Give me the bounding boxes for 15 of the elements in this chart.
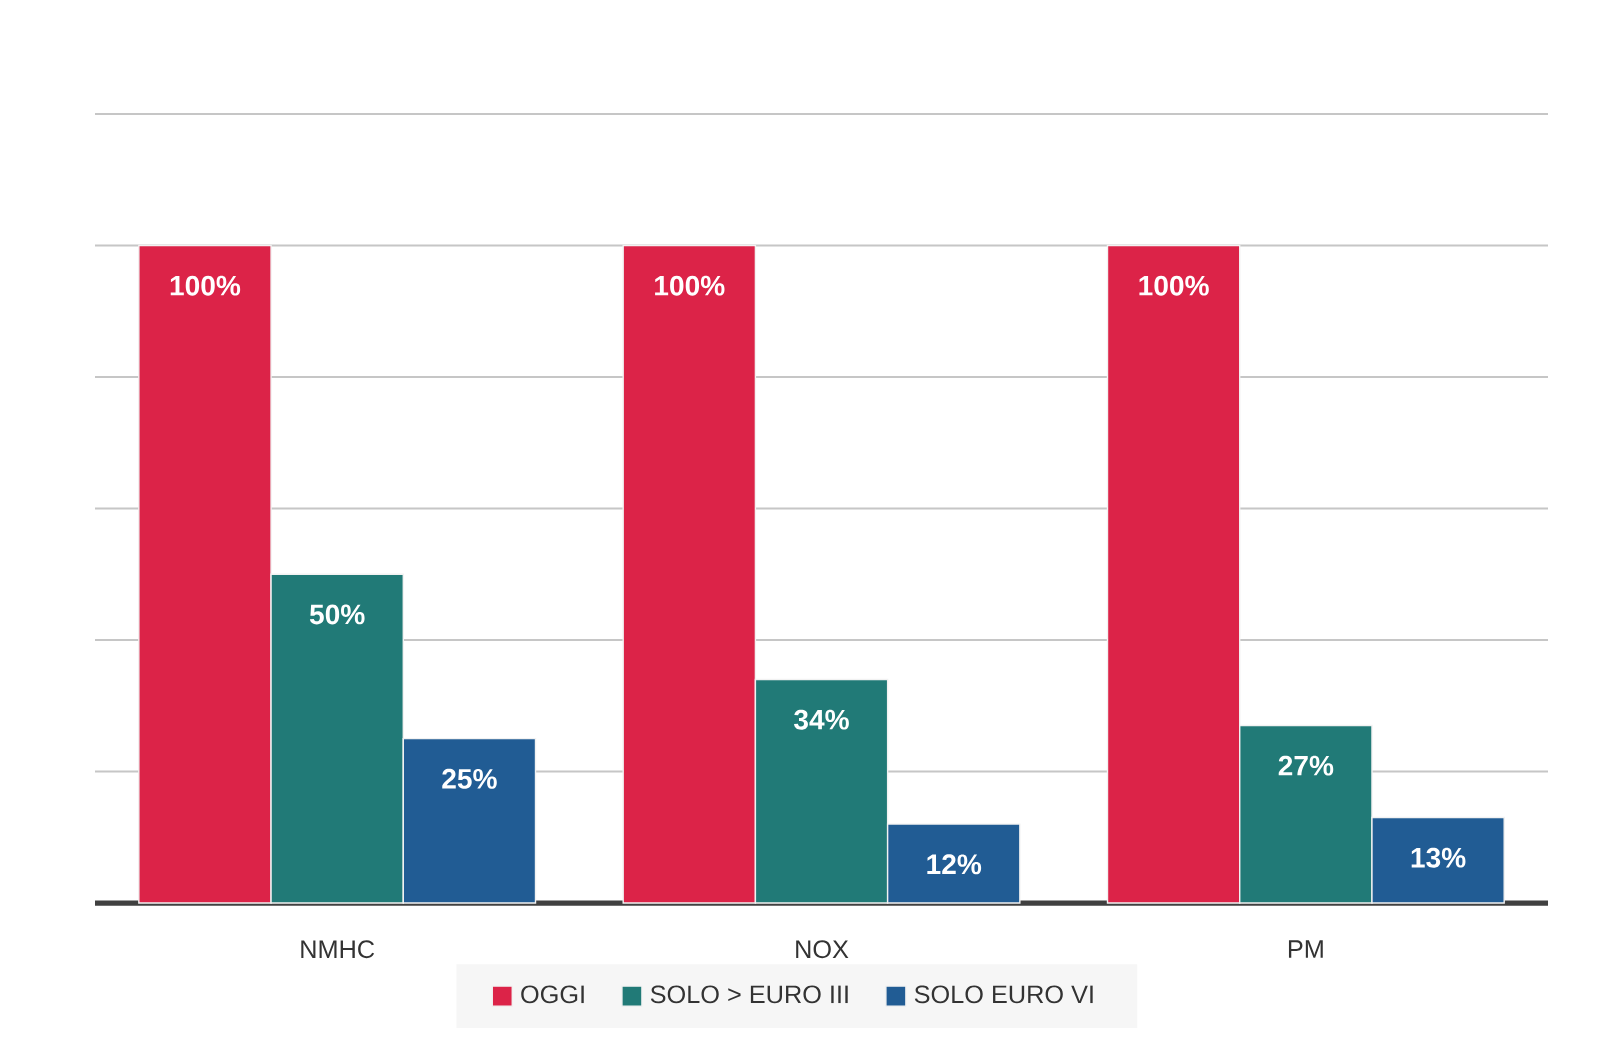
data-label: 34% (794, 709, 849, 730)
data-label: 13% (1411, 847, 1466, 868)
data-label: 27% (1278, 755, 1334, 776)
legend-label: SOLO > EURO III (650, 985, 848, 1004)
data-label: 100% (655, 275, 725, 296)
data-label: 25% (442, 768, 497, 789)
x-tick-label: PM (1288, 940, 1323, 958)
x-tick-label: NOX (796, 940, 849, 959)
legend-label: SOLO EURO VI (914, 985, 1093, 1004)
legend-label: OGGI (521, 985, 584, 1004)
data-label: 100% (1139, 275, 1209, 296)
x-tick-label: NMHC (301, 940, 375, 959)
data-label: 50% (309, 604, 365, 625)
data-label: 12% (927, 854, 982, 875)
data-label: 100% (170, 275, 241, 296)
